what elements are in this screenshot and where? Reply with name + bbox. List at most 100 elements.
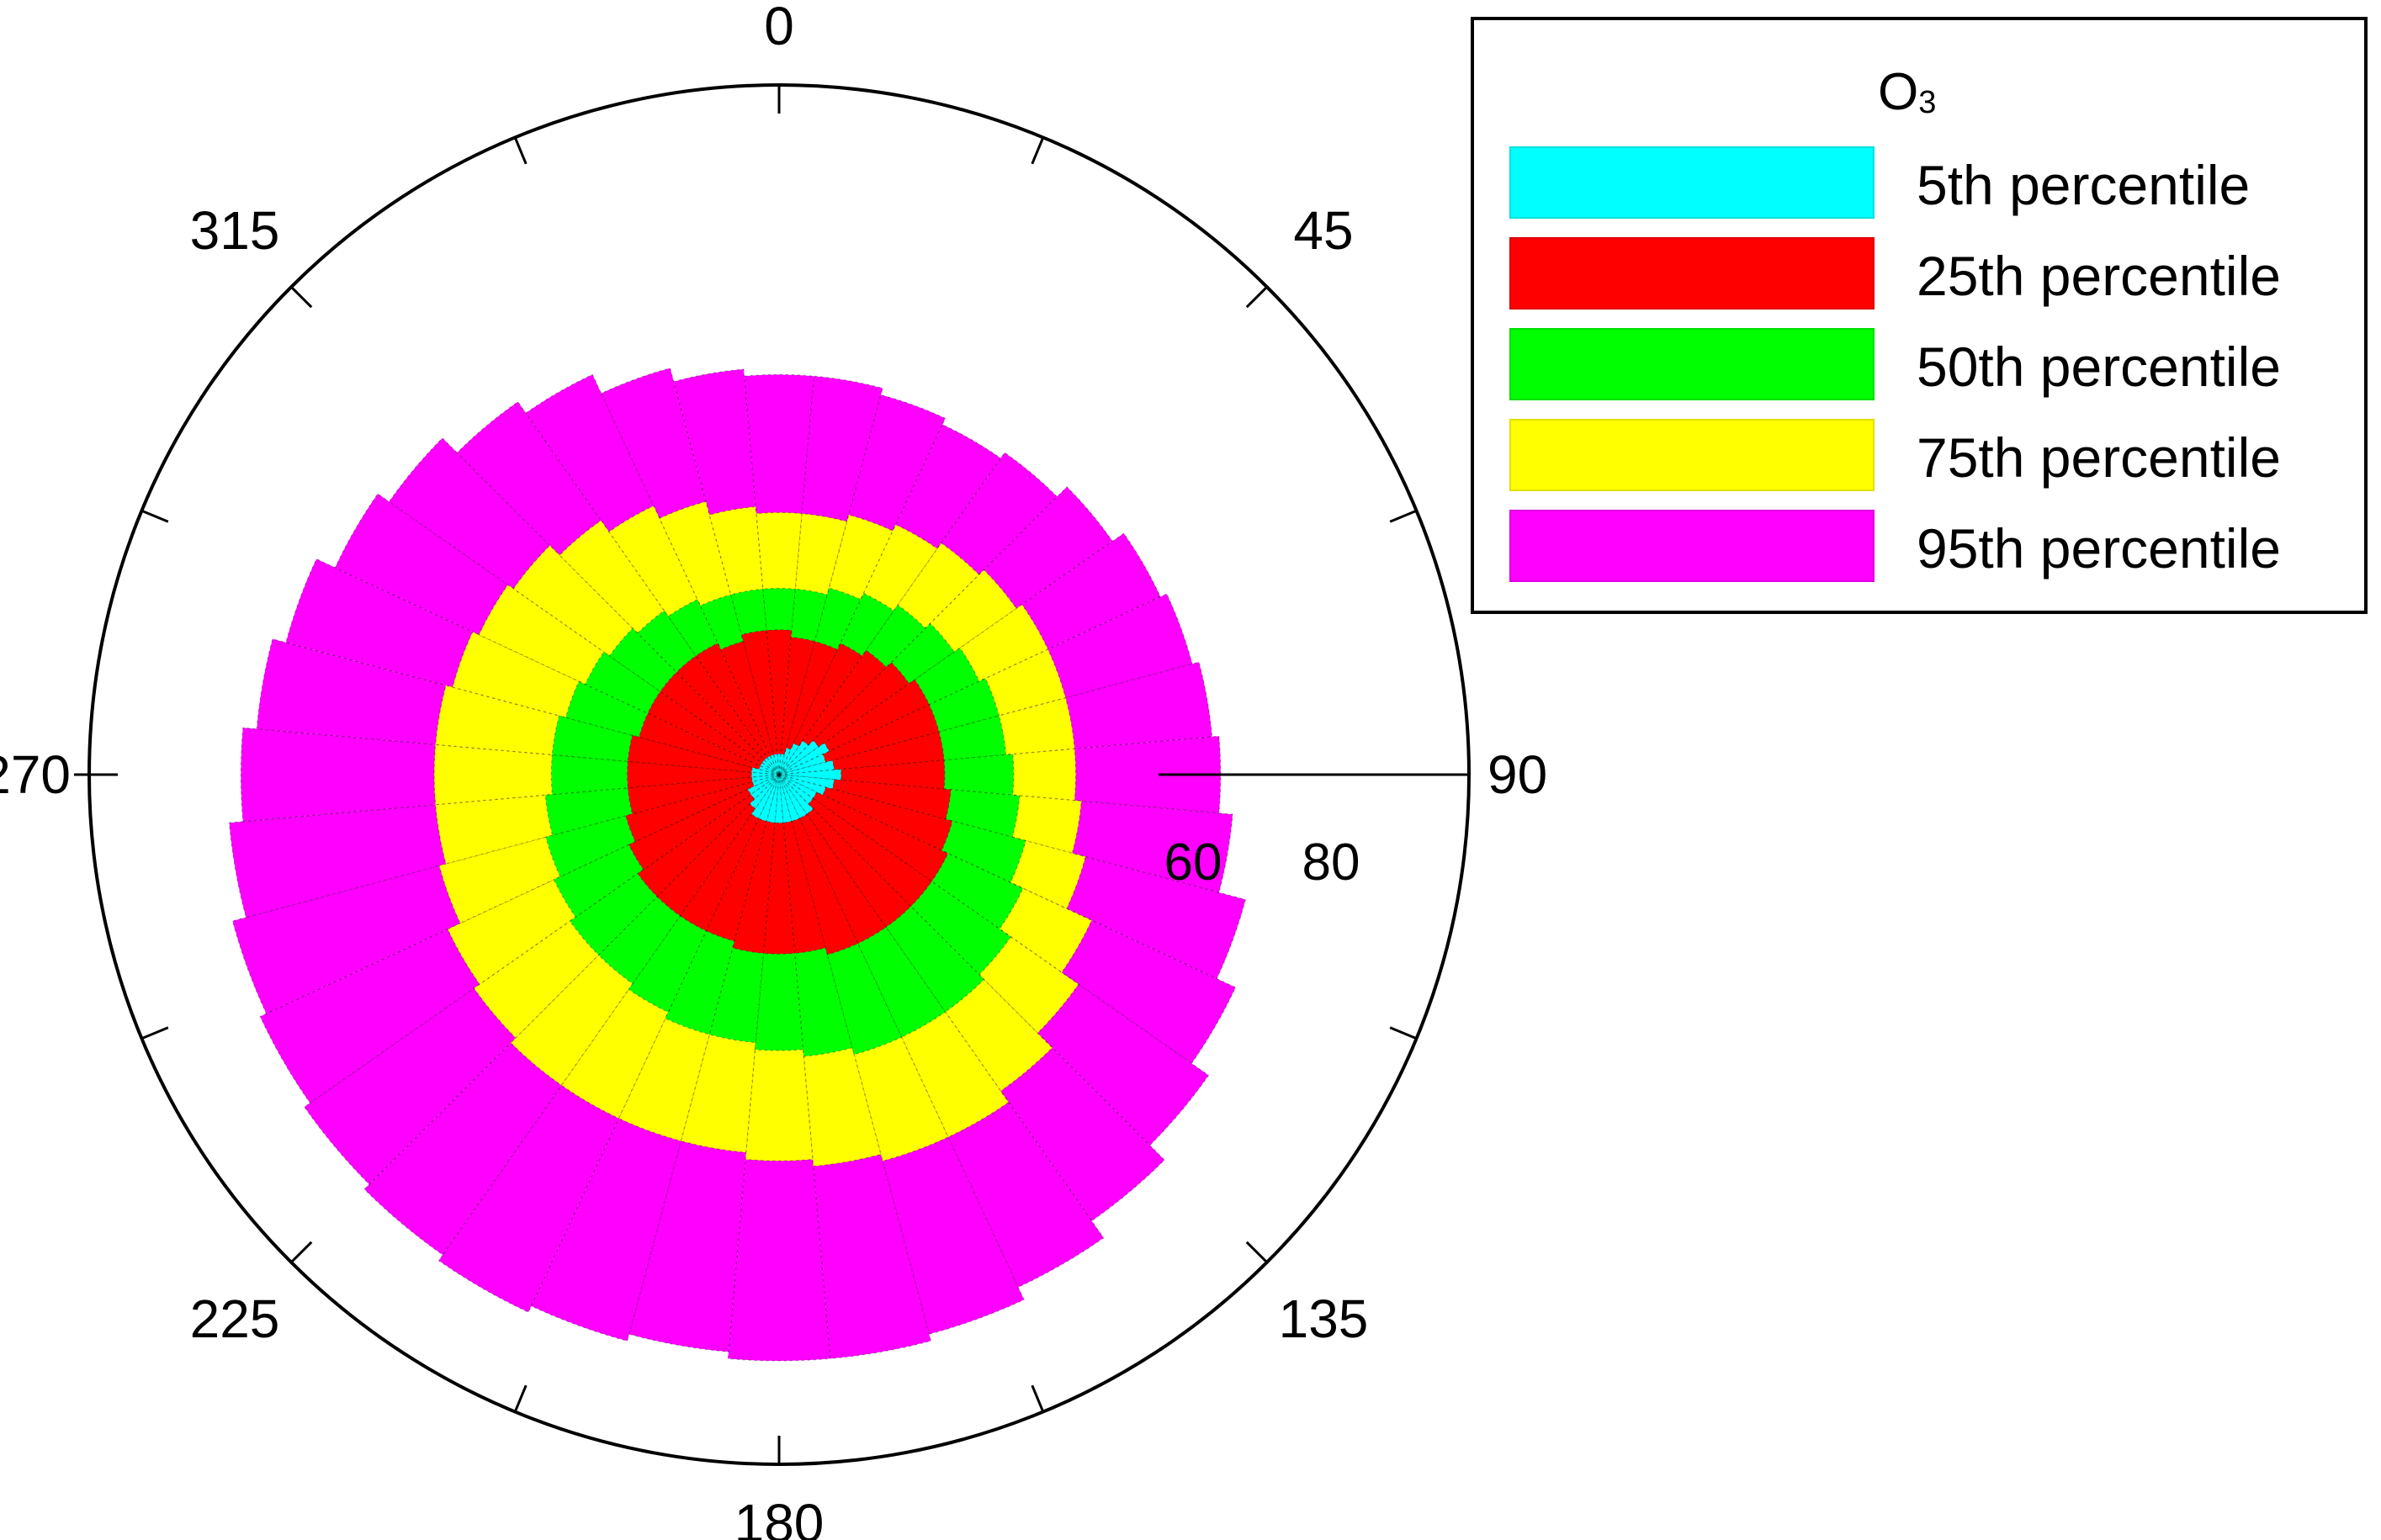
angle-tick [513,136,528,165]
25th-percentile-wedge [637,774,780,897]
25th-percentile-wedge [778,774,859,955]
legend-label-95th: 95th percentile [1917,517,2281,579]
legend-label-50th: 50th percentile [1917,336,2281,398]
25th-percentile-wedge [627,734,780,775]
5th-percentile-wedge [761,759,780,775]
25th-percentile-wedge [719,640,780,775]
25th-percentile-wedge [627,774,780,815]
5th-percentile-wedge [778,742,830,775]
5th-percentile-wedge [747,774,780,796]
legend-title-subscript: 3 [1918,85,1937,120]
5th-percentile-wedge [774,774,784,824]
5th-percentile-wedge [778,753,827,775]
angle-tick [141,509,169,523]
legend-label-25th: 25th percentile [1917,245,2281,307]
5th-percentile-wedge [778,774,793,823]
25th-percentile-wedge [778,643,863,775]
angle-label-315: 315 [190,200,280,261]
25th-percentile-wedge [627,760,780,789]
25th-percentile-wedge [778,774,949,882]
angle-tick [1031,1384,1045,1413]
angle-tick [290,286,313,309]
5th-percentile-wedge [778,774,808,819]
angle-tick [513,1384,528,1413]
legend-label-75th: 75th percentile [1917,426,2281,489]
5th-percentile-wedge [778,739,819,775]
25th-percentile-wedge [740,629,780,775]
25th-percentile-wedge [778,774,887,945]
angle-tick [1031,136,1045,165]
legend-item-25th: 25th percentile [1509,237,2351,310]
legend-swatch-50th [1509,328,1875,400]
5th-percentile-wedge [757,774,780,823]
25th-percentile-wedge [778,759,946,790]
angle-tick [290,1241,313,1263]
5th-percentile-wedge [758,765,780,775]
25th-percentile-wedge [778,636,816,775]
25th-percentile-wedge [778,774,912,929]
5th-percentile-wedge [769,754,780,775]
5th-percentile-wedge [778,759,835,775]
angle-tick [141,1026,169,1040]
legend-swatch-5th [1509,146,1875,219]
5th-percentile-wedge [778,774,801,823]
25th-percentile-wedge [778,640,839,775]
25th-percentile-wedge [638,712,780,775]
25th-percentile-wedge [676,655,780,775]
angle-label-180: 180 [734,1493,825,1540]
legend-title: O3 [1878,63,1937,121]
25th-percentile-wedge [762,774,796,955]
5th-percentile-wedge [749,774,780,810]
5th-percentile-wedge [778,774,835,790]
25th-percentile-wedge [656,774,780,917]
5th-percentile-wedge [778,774,818,800]
5th-percentile-wedge [750,774,780,783]
angle-label-0: 0 [764,0,794,56]
5th-percentile-wedge [777,753,782,775]
5th-percentile-wedge [778,774,814,815]
25th-percentile-wedge [625,774,780,843]
angle-label-45: 45 [1293,200,1353,261]
5th-percentile-wedge [778,774,827,796]
5th-percentile-wedge [750,771,780,778]
25th-percentile-wedge [628,774,780,871]
legend-item-95th: 95th percentile [1509,510,2351,582]
5th-percentile-wedge [766,774,780,823]
5th-percentile-wedge [778,739,809,775]
5th-percentile-wedge [750,774,780,819]
5th-percentile-wedge [759,762,780,775]
legend-item-75th: 75th percentile [1509,419,2351,491]
25th-percentile-wedge [778,774,933,908]
angle-label-135: 135 [1279,1289,1369,1349]
legend-item-5th: 5th percentile [1509,146,2351,219]
angle-label-270: 270 [0,744,71,805]
legend-swatch-95th [1509,510,1875,582]
angle-label-225: 225 [190,1289,280,1349]
5th-percentile-wedge [778,768,842,781]
25th-percentile-wedge [766,629,793,775]
angle-tick [1389,1026,1418,1040]
5th-percentile-wedge [778,774,814,805]
5th-percentile-wedge [772,753,780,775]
angle-tick [1245,1241,1268,1263]
5th-percentile-wedge [778,747,792,775]
angle-tick [1245,286,1268,309]
legend-item-50th: 50th percentile [1509,328,2351,400]
5th-percentile-wedge [750,774,780,800]
5th-percentile-wedge [751,774,780,787]
legend-label-5th: 5th percentile [1917,154,2251,216]
5th-percentile-wedge [778,743,800,775]
25th-percentile-wedge [695,643,780,775]
25th-percentile-wedge [660,671,780,775]
5th-percentile-wedge [763,756,780,775]
25th-percentile-wedge [647,691,780,775]
radial-label-80: 80 [1302,834,1360,892]
legend-swatch-25th [1509,237,1875,310]
legend: O3 5th percentile 25th percentile 50th p… [1471,17,2368,614]
5th-percentile-wedge [766,754,780,775]
legend-swatch-75th [1509,419,1875,491]
radial-label-60: 60 [1164,834,1222,892]
angle-label-90: 90 [1487,744,1547,805]
